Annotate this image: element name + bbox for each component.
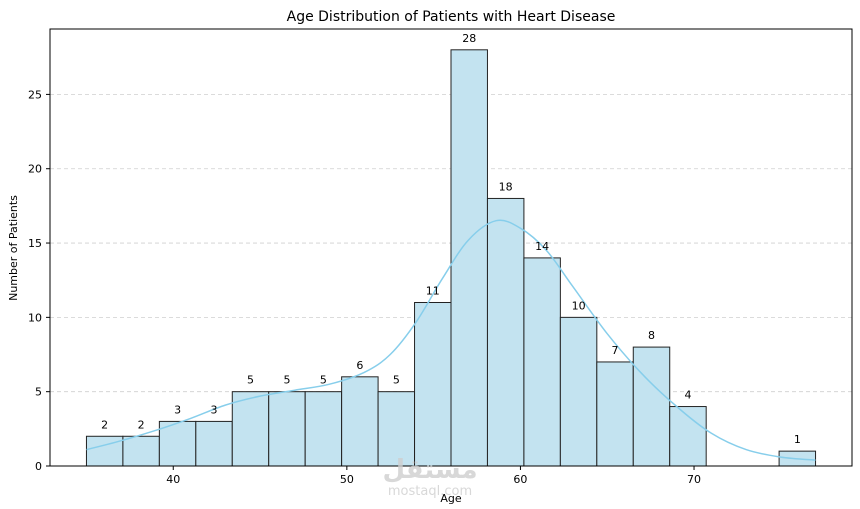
bar-label-0: 2	[101, 418, 108, 431]
x-tick-label-40: 40	[166, 473, 180, 486]
chart-title: Age Distribution of Patients with Heart …	[287, 9, 616, 25]
bar-label-2: 3	[174, 403, 181, 416]
x-tick-label-70: 70	[687, 473, 701, 486]
watermark: مستقل mostaql.com	[382, 455, 477, 499]
kde-curve	[86, 219, 816, 461]
x-axis-label: Age	[440, 492, 462, 505]
y-tick-label-5: 5	[35, 386, 42, 399]
watermark-logo: مستقل	[382, 455, 477, 485]
bar-label-14: 7	[612, 344, 619, 357]
bar-label-13: 10	[572, 299, 586, 312]
plot-frame	[49, 28, 853, 467]
x-tick-label-60: 60	[513, 473, 527, 486]
y-tick-label-20: 20	[28, 163, 42, 176]
bar-15	[632, 346, 671, 467]
x-tick-label-50: 50	[340, 473, 354, 486]
bar-1	[122, 435, 160, 467]
bar-label-5: 5	[283, 374, 290, 387]
bar-label-8: 5	[393, 374, 400, 387]
bar-label-7: 6	[356, 359, 363, 372]
bar-label-19: 1	[794, 433, 801, 446]
y-tick-label-15: 15	[28, 237, 42, 250]
bars	[85, 49, 817, 467]
bar-7	[341, 376, 379, 467]
y-tick-label-0: 0	[35, 460, 42, 473]
x-axis-ticks: 40 50 60 70	[166, 466, 701, 486]
bar-label-15: 8	[648, 329, 655, 342]
y-axis-ticks: 0 5 10 15 20 25	[28, 88, 50, 473]
bar-14	[596, 361, 634, 467]
bar-label-9: 11	[426, 284, 440, 297]
bar-0	[85, 435, 124, 467]
bar-3	[195, 420, 233, 467]
y-tick-label-25: 25	[28, 88, 42, 101]
bar-label-11: 18	[499, 180, 513, 193]
bar-label-16: 4	[684, 389, 691, 402]
bar-5	[268, 391, 306, 467]
bar-label-12: 14	[535, 240, 549, 253]
bar-12	[523, 257, 561, 467]
bar-value-labels: 2 2 3 3 5 5 5 6 5 11 28 18 14 10 7 8 4 1	[101, 32, 801, 446]
bar-label-1: 2	[138, 418, 145, 431]
y-axis-label: Number of Patients	[7, 195, 20, 301]
bar-10	[450, 49, 488, 467]
bar-13	[559, 316, 598, 467]
bar-4	[231, 391, 270, 467]
y-tick-label-10: 10	[28, 311, 42, 324]
bar-label-4: 5	[247, 374, 254, 387]
bar-9	[414, 301, 452, 467]
watermark-site: mostaql.com	[388, 484, 472, 499]
bar-label-6: 5	[320, 374, 327, 387]
bar-label-10: 28	[462, 32, 476, 45]
bar-6	[304, 391, 343, 467]
bar-11	[486, 197, 525, 467]
bar-label-3: 3	[211, 403, 218, 416]
